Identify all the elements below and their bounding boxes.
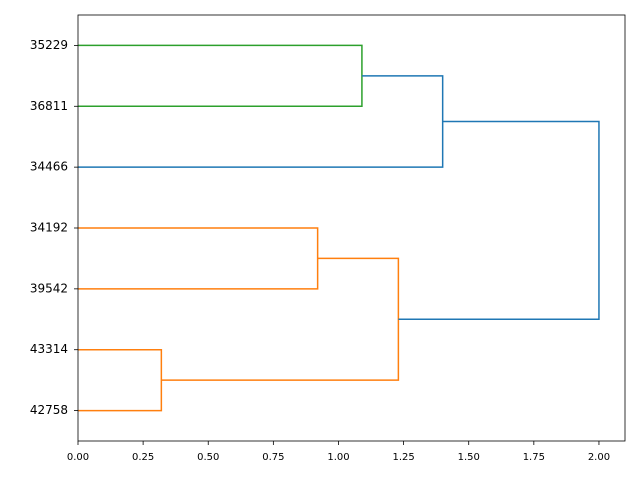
- leaf-label: 43314: [30, 342, 68, 356]
- x-tick-label: 0.75: [262, 452, 284, 463]
- link: [78, 227, 319, 290]
- leaf-label: 35229: [30, 38, 68, 52]
- x-tick-label: 1.25: [392, 452, 414, 463]
- x-tick-label: 0.00: [67, 452, 89, 463]
- x-tick-label: 1.00: [327, 452, 349, 463]
- leaf-label: 36811: [30, 99, 68, 113]
- link: [78, 44, 363, 108]
- plot-frame: [77, 14, 626, 442]
- x-tick-label: 1.75: [523, 452, 545, 463]
- leaf-label: 39542: [30, 281, 68, 295]
- x-tick-label: 0.25: [132, 452, 154, 463]
- leaf-label: 34192: [30, 221, 68, 235]
- link: [398, 120, 600, 321]
- leaf-label: 42758: [30, 403, 68, 417]
- link: [78, 348, 163, 412]
- x-tick-label: 1.50: [458, 452, 480, 463]
- leaf-label: 34466: [30, 160, 68, 174]
- x-tick-label: 0.50: [197, 452, 219, 463]
- x-tick-label: 2.00: [588, 452, 610, 463]
